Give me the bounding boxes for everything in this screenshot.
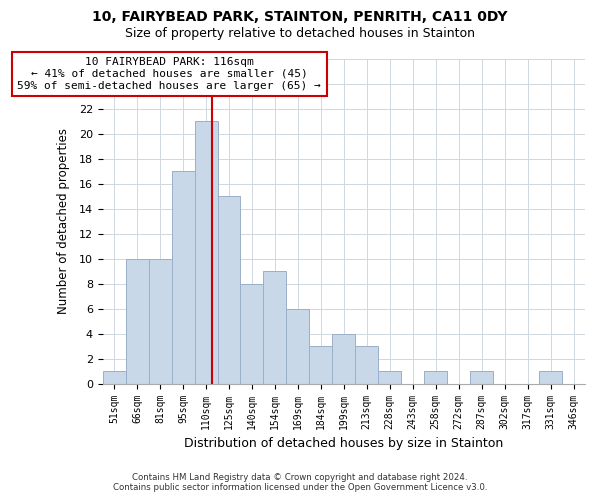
Text: 10 FAIRYBEAD PARK: 116sqm
← 41% of detached houses are smaller (45)
59% of semi-: 10 FAIRYBEAD PARK: 116sqm ← 41% of detac…: [17, 58, 321, 90]
Bar: [194, 122, 218, 384]
X-axis label: Distribution of detached houses by size in Stainton: Distribution of detached houses by size …: [184, 437, 503, 450]
Bar: [286, 309, 310, 384]
Bar: [355, 346, 378, 384]
Bar: [539, 371, 562, 384]
Text: Contains public sector information licensed under the Open Government Licence v3: Contains public sector information licen…: [113, 484, 487, 492]
Text: Size of property relative to detached houses in Stainton: Size of property relative to detached ho…: [125, 28, 475, 40]
Text: 10, FAIRYBEAD PARK, STAINTON, PENRITH, CA11 0DY: 10, FAIRYBEAD PARK, STAINTON, PENRITH, C…: [92, 10, 508, 24]
Y-axis label: Number of detached properties: Number of detached properties: [58, 128, 70, 314]
Bar: [125, 259, 149, 384]
Bar: [378, 371, 401, 384]
Bar: [241, 284, 263, 384]
Bar: [310, 346, 332, 384]
Bar: [332, 334, 355, 384]
Bar: [263, 272, 286, 384]
Text: Contains HM Land Registry data © Crown copyright and database right 2024.: Contains HM Land Registry data © Crown c…: [132, 474, 468, 482]
Bar: [424, 371, 447, 384]
Bar: [218, 196, 241, 384]
Bar: [172, 172, 194, 384]
Bar: [149, 259, 172, 384]
Bar: [470, 371, 493, 384]
Bar: [103, 371, 125, 384]
